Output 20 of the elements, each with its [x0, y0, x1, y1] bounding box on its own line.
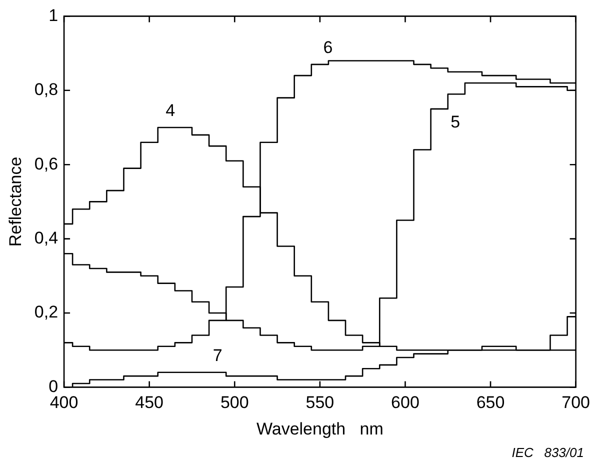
y-tick-label: 0: [48, 376, 58, 396]
y-tick-label: 0,2: [34, 302, 58, 322]
x-tick-label: 400: [50, 393, 78, 412]
series-label: 7: [212, 346, 222, 366]
y-tick-label: 1: [48, 6, 58, 25]
x-tick-label: 450: [135, 393, 164, 412]
y-tick-label: 0,4: [34, 228, 58, 248]
y-tick-label: 0,8: [34, 80, 58, 100]
legend-label: 6: [323, 38, 333, 58]
x-tick-label: 500: [220, 393, 249, 412]
x-tick-label: 600: [391, 393, 420, 412]
x-tick-label: 700: [562, 393, 590, 412]
y-tick-label: 0,6: [34, 154, 58, 174]
series-label: 4: [166, 101, 176, 120]
series-label: 5: [450, 112, 460, 132]
text: IEC 833/01: [512, 445, 584, 460]
x-axis-title: Wavelength nm: [256, 419, 384, 438]
y-axis-title: Reflectance: [6, 156, 25, 247]
x-tick-label: 550: [306, 393, 334, 412]
x-tick-label: 650: [476, 393, 505, 412]
